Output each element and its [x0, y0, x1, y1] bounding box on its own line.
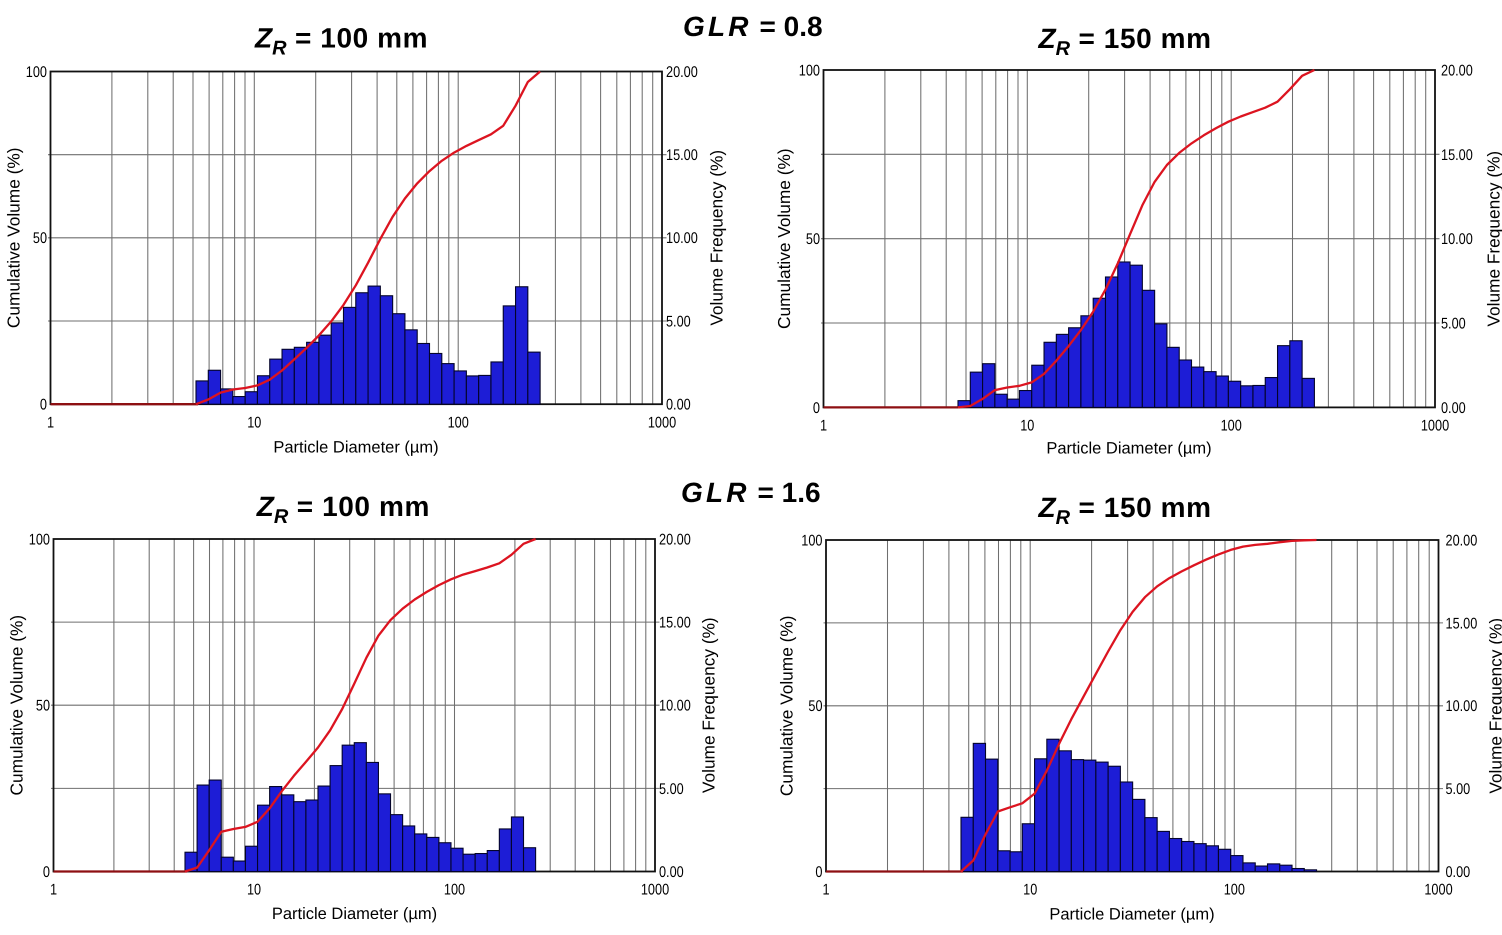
- svg-text:1: 1: [820, 418, 827, 435]
- svg-text:100: 100: [26, 64, 47, 81]
- svg-text:Particle Diameter (µm): Particle Diameter (µm): [1049, 906, 1214, 924]
- svg-text:10: 10: [1020, 418, 1034, 435]
- svg-text:50: 50: [806, 231, 820, 248]
- svg-text:0: 0: [815, 864, 822, 881]
- svg-text:50: 50: [33, 230, 47, 247]
- svg-text:GLR = 0.8: GLR = 0.8: [683, 11, 823, 42]
- svg-text:1: 1: [47, 415, 54, 432]
- svg-text:ZR = 150 mm: ZR = 150 mm: [1038, 492, 1212, 529]
- svg-text:Particle Diameter (µm): Particle Diameter (µm): [273, 439, 438, 457]
- svg-text:100: 100: [29, 531, 50, 548]
- svg-text:50: 50: [808, 698, 822, 715]
- svg-text:Volume Frequency (%): Volume Frequency (%): [1484, 151, 1502, 327]
- svg-text:Particle Diameter (µm): Particle Diameter (µm): [272, 905, 437, 923]
- svg-text:0: 0: [813, 400, 820, 417]
- svg-text:Cumulative Volume (%): Cumulative Volume (%): [777, 616, 797, 797]
- svg-text:10.00: 10.00: [666, 230, 698, 247]
- svg-text:1: 1: [50, 882, 57, 899]
- svg-text:1000: 1000: [648, 415, 677, 432]
- svg-text:1000: 1000: [1421, 418, 1450, 435]
- svg-text:ZR = 150 mm: ZR = 150 mm: [1038, 23, 1212, 60]
- svg-text:10: 10: [247, 882, 261, 899]
- svg-text:0: 0: [43, 864, 50, 881]
- svg-text:5.00: 5.00: [666, 313, 691, 330]
- svg-text:GLR = 1.6: GLR = 1.6: [681, 477, 821, 508]
- svg-text:50: 50: [36, 698, 50, 715]
- svg-text:5.00: 5.00: [1446, 781, 1471, 798]
- svg-text:100: 100: [1224, 882, 1245, 899]
- svg-text:Cumulative Volume (%): Cumulative Volume (%): [774, 148, 794, 329]
- svg-text:5.00: 5.00: [1441, 315, 1466, 332]
- svg-text:Volume Frequency (%): Volume Frequency (%): [707, 150, 727, 326]
- svg-text:20.00: 20.00: [659, 531, 691, 548]
- svg-text:0.00: 0.00: [659, 864, 684, 881]
- svg-text:100: 100: [448, 415, 469, 432]
- svg-text:0.00: 0.00: [1446, 864, 1471, 881]
- svg-text:1000: 1000: [1424, 882, 1453, 899]
- svg-text:20.00: 20.00: [666, 64, 698, 81]
- svg-text:ZR = 100 mm: ZR = 100 mm: [256, 491, 430, 528]
- svg-text:100: 100: [801, 532, 822, 549]
- svg-text:100: 100: [799, 62, 820, 79]
- svg-text:10.00: 10.00: [1441, 231, 1473, 248]
- svg-text:ZR = 100 mm: ZR = 100 mm: [254, 23, 428, 60]
- svg-text:15.00: 15.00: [659, 615, 691, 632]
- svg-text:10: 10: [247, 415, 261, 432]
- svg-text:1000: 1000: [641, 882, 670, 899]
- svg-text:100: 100: [444, 882, 465, 899]
- svg-text:Cumulative Volume (%): Cumulative Volume (%): [7, 615, 27, 796]
- svg-text:10.00: 10.00: [659, 698, 691, 715]
- svg-text:Cumulative Volume (%): Cumulative Volume (%): [4, 148, 24, 329]
- svg-text:0.00: 0.00: [1441, 400, 1466, 417]
- svg-text:100: 100: [1221, 418, 1242, 435]
- svg-text:15.00: 15.00: [1446, 615, 1478, 632]
- svg-text:Volume Frequency (%): Volume Frequency (%): [699, 617, 719, 793]
- svg-text:0.00: 0.00: [666, 397, 691, 414]
- svg-text:Volume Frequency (%): Volume Frequency (%): [1486, 618, 1502, 794]
- svg-text:20.00: 20.00: [1441, 62, 1473, 79]
- svg-text:10: 10: [1023, 882, 1037, 899]
- svg-text:10.00: 10.00: [1446, 698, 1478, 715]
- svg-text:Particle Diameter (µm): Particle Diameter (µm): [1046, 440, 1211, 458]
- svg-text:5.00: 5.00: [659, 781, 684, 798]
- svg-text:15.00: 15.00: [666, 147, 698, 164]
- svg-text:20.00: 20.00: [1446, 532, 1478, 549]
- svg-text:15.00: 15.00: [1441, 147, 1473, 164]
- svg-text:1: 1: [822, 882, 829, 899]
- svg-text:0: 0: [40, 397, 47, 414]
